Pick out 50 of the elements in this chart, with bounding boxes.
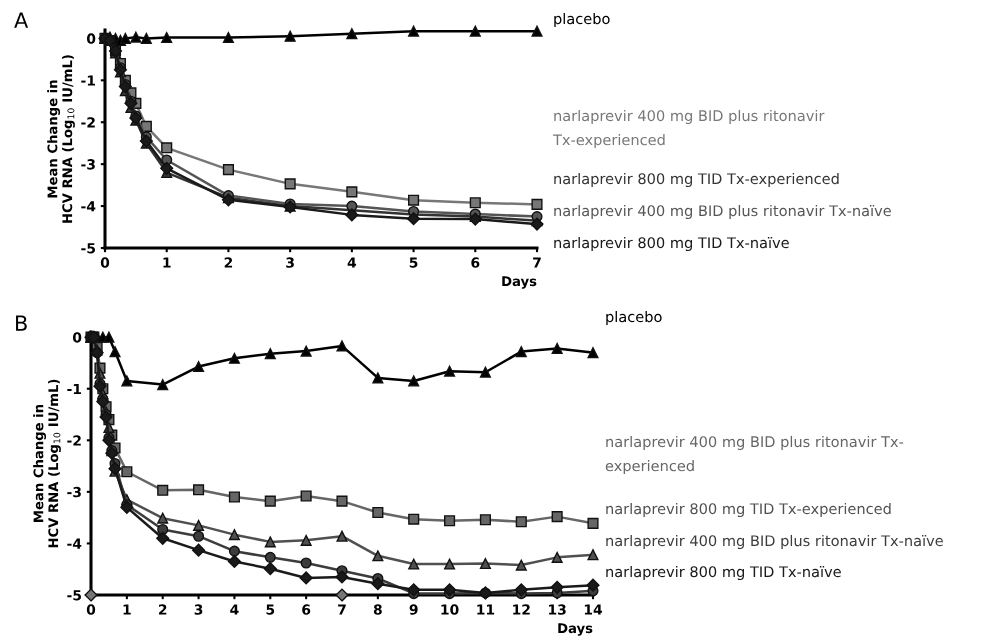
y-tick-label: -4 xyxy=(67,538,82,549)
y-tick-label: -3 xyxy=(67,486,81,498)
x-tick-label: 11 xyxy=(477,604,495,615)
series-label: narlaprevir 800 mg TID Tx-naïve xyxy=(606,565,841,581)
x-tick-label: 2 xyxy=(158,604,167,615)
x-tick-label: 8 xyxy=(373,604,382,615)
series-label: placebo xyxy=(606,310,662,326)
x-tick-label: 3 xyxy=(286,257,294,268)
y-tick-label: -4 xyxy=(81,201,96,212)
series-label: narlaprevir 400 mg BID plus ritonavir Tx-naïve xyxy=(554,204,891,220)
x-tick-label: 14 xyxy=(584,604,603,615)
x-tick-label: 12 xyxy=(513,604,530,615)
x-axis-title: Days xyxy=(558,623,593,636)
x-tick-label: 7 xyxy=(533,257,541,268)
text: narlaprevir 400 mg BID plus ritonavir Tx-experienced xyxy=(552,109,825,149)
y-tick-label: -1 xyxy=(81,75,96,86)
y-axis-title: Mean Change in HCV RNA (Log$_{10}$ IU/mL) xyxy=(33,379,61,548)
x-tick-label: 5 xyxy=(409,257,418,268)
x-tick-label: 2 xyxy=(224,257,233,268)
text: narlaprevir 400 mg BID plus ritonavir Tx- experienced xyxy=(605,435,904,475)
y-tick-label: -1 xyxy=(67,383,82,394)
x-axis-title: Days xyxy=(502,276,537,289)
y-tick-label: -5 xyxy=(81,243,95,254)
x-tick-label: 4 xyxy=(230,604,239,615)
y-tick-label: -3 xyxy=(81,159,95,170)
x-tick-label: 4 xyxy=(347,257,357,268)
x-tick-label: 1 xyxy=(163,257,171,268)
y-tick-label: -5 xyxy=(67,590,81,601)
text: narlaprevir 400 mg BID plus ritonavir Tx-naïve xyxy=(606,534,943,550)
x-tick-label: 0 xyxy=(100,257,110,268)
x-tick-label: 13 xyxy=(549,604,566,615)
series-label: placebo xyxy=(554,12,610,28)
x-tick-label: 10 xyxy=(441,604,459,615)
x-tick-label: 5 xyxy=(266,604,275,615)
x-tick-label: 6 xyxy=(471,257,480,268)
x-tick-label: 1 xyxy=(123,604,131,615)
y-tick-label: -2 xyxy=(67,435,81,446)
x-tick-label: 9 xyxy=(409,604,418,615)
y-tick-label: 0 xyxy=(86,33,96,44)
y-tick-label: 0 xyxy=(72,332,82,343)
text: narlaprevir 800 mg TID Tx-experienced xyxy=(554,172,839,188)
y-axis-title: Mean Change in HCV RNA (Log$_{10}$ IU/mL) xyxy=(47,55,75,223)
x-tick-label: 7 xyxy=(338,604,346,615)
series-label: narlaprevir 800 mg TID Tx-naïve xyxy=(554,236,789,252)
y-tick-label: -2 xyxy=(81,117,95,128)
x-tick-label: 3 xyxy=(194,604,203,615)
chart-title: B xyxy=(16,315,27,331)
x-tick-label: 6 xyxy=(302,604,311,615)
chart-title: A xyxy=(14,12,29,28)
text: narlaprevir 800 mg TID Tx-experienced xyxy=(606,502,891,518)
